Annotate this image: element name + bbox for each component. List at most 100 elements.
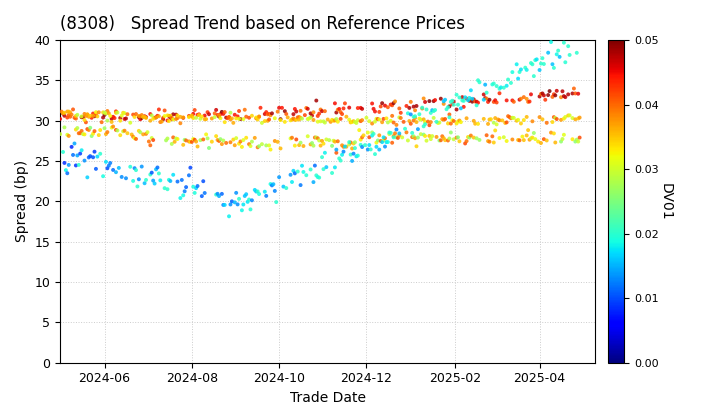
Point (192, 111, 203, 118)
Point (495, 84, 507, 91)
Point (481, 95, 492, 102)
Point (319, 150, 330, 156)
Point (193, 112, 204, 118)
Point (316, 154, 328, 160)
Point (526, 118, 538, 125)
Point (135, 129, 146, 136)
Point (300, 172, 312, 178)
Point (116, 173, 127, 180)
Point (140, 114, 152, 121)
Point (78, 157, 90, 164)
Point (86, 133, 97, 139)
Point (133, 114, 145, 121)
Point (433, 119, 445, 126)
Point (377, 139, 388, 145)
Point (256, 120, 268, 126)
Point (177, 142, 189, 148)
Point (346, 145, 358, 152)
Point (503, 113, 514, 120)
Point (212, 136, 223, 143)
Point (104, 113, 116, 119)
Point (219, 119, 230, 126)
Point (97, 114, 109, 121)
X-axis label: Trade Date: Trade Date (289, 391, 366, 405)
Point (74, 150, 86, 157)
Point (209, 110, 220, 117)
Point (309, 134, 320, 141)
Point (498, 84, 510, 91)
Point (229, 142, 240, 149)
Point (361, 114, 372, 121)
Point (103, 110, 114, 117)
Point (230, 189, 242, 196)
Point (199, 112, 210, 119)
Point (346, 119, 358, 126)
Point (518, 94, 530, 100)
Point (278, 183, 289, 190)
Point (422, 118, 433, 125)
Point (325, 118, 336, 125)
Point (356, 117, 368, 123)
Point (200, 116, 212, 123)
Point (275, 117, 287, 123)
Point (549, 92, 561, 99)
Point (288, 115, 300, 122)
Point (356, 144, 368, 150)
Point (354, 127, 365, 134)
Point (199, 116, 210, 123)
Point (274, 105, 285, 111)
Point (312, 113, 323, 119)
Point (217, 137, 229, 144)
Point (388, 133, 400, 139)
Point (180, 137, 192, 144)
Point (282, 114, 294, 121)
Point (120, 115, 132, 122)
Point (163, 176, 175, 183)
Point (100, 110, 112, 117)
Point (455, 105, 467, 112)
Point (190, 138, 202, 145)
Point (200, 131, 212, 138)
Point (240, 113, 252, 120)
Point (165, 178, 176, 184)
Point (225, 139, 236, 146)
Point (315, 106, 326, 113)
Point (70, 113, 81, 119)
Point (219, 202, 230, 208)
Point (102, 129, 113, 136)
Point (491, 83, 503, 89)
Point (238, 116, 249, 123)
Point (536, 116, 548, 123)
Point (480, 81, 491, 88)
Point (542, 92, 554, 98)
Point (454, 117, 465, 124)
Point (392, 134, 404, 141)
Point (418, 95, 429, 102)
Point (268, 181, 279, 188)
Point (571, 136, 582, 143)
Point (545, 39, 557, 45)
Point (378, 137, 390, 144)
Point (305, 114, 316, 121)
Point (436, 116, 448, 123)
Point (228, 119, 239, 126)
Point (256, 141, 268, 147)
Point (249, 134, 261, 141)
Point (521, 132, 533, 139)
Point (567, 90, 578, 97)
Point (448, 136, 459, 143)
Point (513, 75, 524, 82)
Point (143, 138, 155, 145)
Point (172, 115, 184, 121)
Point (70, 115, 81, 122)
Point (60, 167, 71, 173)
Point (516, 95, 527, 102)
Point (503, 76, 514, 83)
Point (358, 132, 369, 139)
Point (525, 135, 536, 142)
Point (73, 162, 84, 168)
Point (500, 120, 511, 126)
Point (76, 113, 87, 120)
Point (446, 101, 458, 108)
Point (436, 133, 448, 139)
